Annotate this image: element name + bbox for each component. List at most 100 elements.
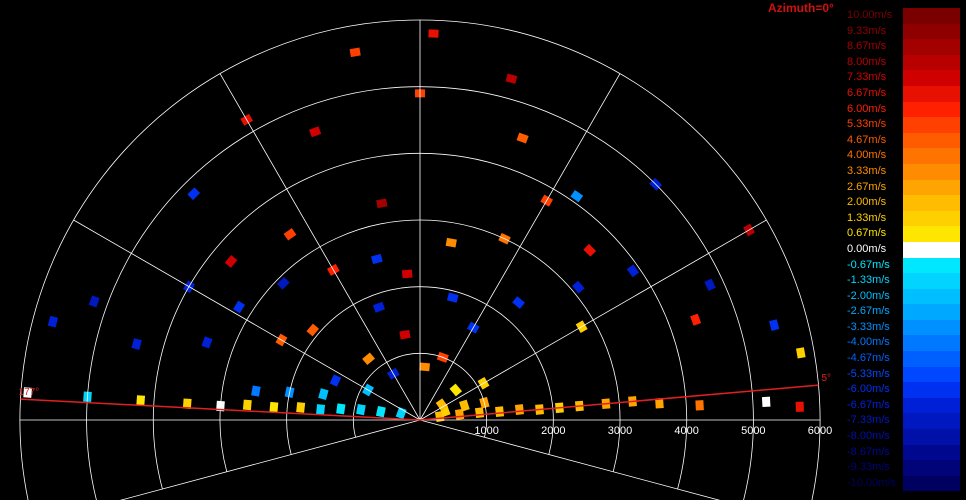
velocity-gate: [283, 228, 297, 241]
colorbar-label: 2.00m/s: [847, 196, 887, 209]
range-tick-label: 3000: [608, 425, 632, 437]
colorbar-row: 6.67m/s: [845, 85, 962, 102]
colorbar-label: -4.00m/s: [847, 336, 890, 349]
colorbar-swatch: [903, 366, 960, 383]
velocity-gate: [47, 315, 59, 328]
azimuth-spoke: [73, 219, 421, 421]
colorbar-row: 8.00m/s: [845, 54, 962, 71]
colorbar-row: -10.00m/s: [845, 475, 962, 492]
colorbar-label: 7.33m/s: [847, 71, 887, 84]
colorbar-label: -0.67m/s: [847, 258, 890, 271]
velocity-gate: [445, 237, 457, 248]
colorbar-row: -0.67m/s: [845, 257, 962, 274]
velocity-gate: [316, 404, 326, 415]
colorbar-row: 5.33m/s: [845, 117, 962, 133]
colorbar-label: 10.00m/s: [847, 9, 893, 21]
velocity-gate: [336, 403, 346, 415]
colorbar-label: 4.00m/s: [847, 149, 887, 162]
colorbar-swatch: [903, 85, 960, 102]
velocity-gate: [376, 198, 388, 209]
colorbar-label: 4.67m/s: [847, 133, 887, 146]
colorbar-swatch: [903, 241, 960, 258]
range-tick-label: 1000: [474, 425, 498, 437]
velocity-gate: [296, 402, 306, 413]
range-tick-labels: 1000 2000 3000 4000 5000 6000: [474, 425, 832, 437]
velocity-gate: [769, 319, 780, 331]
colorbar-label: 6.67m/s: [847, 86, 887, 99]
colorbar-row: -3.33m/s: [845, 319, 962, 336]
velocity-gate: [446, 292, 459, 303]
colorbar-row: 2.00m/s: [845, 195, 962, 211]
colorbar-label: 8.00m/s: [847, 55, 887, 68]
colorbar-row: -1.33m/s: [845, 273, 962, 289]
elevation-marker-label: 5°: [821, 373, 831, 384]
velocity-gate: [690, 313, 702, 326]
colorbar-row: -9.33m/s: [845, 460, 962, 476]
colorbar-row: 6.00m/s: [845, 101, 962, 118]
colorbar-swatch: [903, 413, 960, 430]
colorbar-row: 1.33m/s: [845, 210, 962, 227]
colorbar-label: 8.67m/s: [847, 40, 887, 53]
colorbar-label: -2.67m/s: [847, 305, 890, 318]
colorbar-label: 0.67m/s: [847, 227, 887, 240]
velocity-gate: [655, 397, 664, 409]
colorbar-swatch: [903, 23, 960, 40]
colorbar-label: -7.33m/s: [847, 414, 890, 427]
velocity-gate: [449, 383, 463, 397]
colorbar-label: 6.00m/s: [847, 102, 887, 115]
colorbar-swatch: [903, 429, 960, 445]
velocity-gate: [459, 399, 470, 412]
velocity-gate: [572, 280, 585, 294]
velocity-gate: [401, 269, 413, 279]
colorbar-swatch: [903, 179, 960, 196]
velocity-gate: [514, 404, 524, 415]
range-tick-label: 6000: [808, 425, 832, 437]
colorbar-row: -5.33m/s: [845, 366, 962, 383]
colorbar-swatch: [903, 273, 960, 289]
azimuth-spoke: [419, 419, 721, 500]
velocity-gate: [276, 276, 290, 290]
elevation-marker-line: [20, 398, 421, 421]
velocity-gates: [23, 29, 806, 423]
velocity-gate: [329, 374, 342, 387]
colorbar-swatch: [903, 335, 960, 352]
velocity-gate: [795, 401, 804, 412]
colorbar-label: -10.00m/s: [847, 476, 896, 489]
velocity-gate: [583, 243, 597, 257]
colorbar-swatch: [903, 132, 960, 149]
colorbar-row: 8.67m/s: [845, 39, 962, 55]
colorbar-swatch: [903, 210, 960, 227]
colorbar-row: 4.67m/s: [845, 132, 962, 149]
range-ring: [19, 19, 821, 500]
colorbar-row: 10.00m/s: [845, 8, 962, 24]
colorbar-label: -5.33m/s: [847, 367, 890, 380]
velocity-gate: [795, 347, 806, 359]
colorbar-label: -2.00m/s: [847, 289, 890, 302]
azimuth-spoke: [219, 73, 421, 421]
velocity-gate: [224, 255, 238, 268]
colorbar-swatch: [903, 444, 960, 461]
colorbar-swatch: [903, 70, 960, 86]
velocity-gate: [516, 132, 529, 144]
colorbar-label: -8.67m/s: [847, 445, 890, 458]
range-grid: [19, 19, 821, 500]
colorbar-row: -2.67m/s: [845, 304, 962, 320]
colorbar-swatch: [903, 397, 960, 414]
velocity-gate: [428, 29, 439, 38]
colorbar-row: -8.67m/s: [845, 444, 962, 461]
colorbar-row: 7.33m/s: [845, 70, 962, 86]
colorbar-row: -4.00m/s: [845, 335, 962, 352]
velocity-gate: [695, 400, 704, 411]
colorbar-label: 2.67m/s: [847, 180, 887, 193]
colorbar-label: 5.33m/s: [847, 118, 887, 131]
colorbar-swatch: [903, 304, 960, 320]
velocity-gate: [474, 407, 485, 419]
velocity-gate: [435, 398, 448, 412]
colorbar-label: -1.33m/s: [847, 274, 890, 287]
velocity-gate: [182, 398, 192, 409]
velocity-gate: [495, 406, 505, 418]
colorbar-row: -2.00m/s: [845, 288, 962, 305]
colorbar-swatch: [903, 54, 960, 71]
colorbar-swatch: [903, 257, 960, 274]
radar-ppi-chart: 1000 2000 3000 4000 5000 6000 5° 177°: [19, 19, 832, 500]
